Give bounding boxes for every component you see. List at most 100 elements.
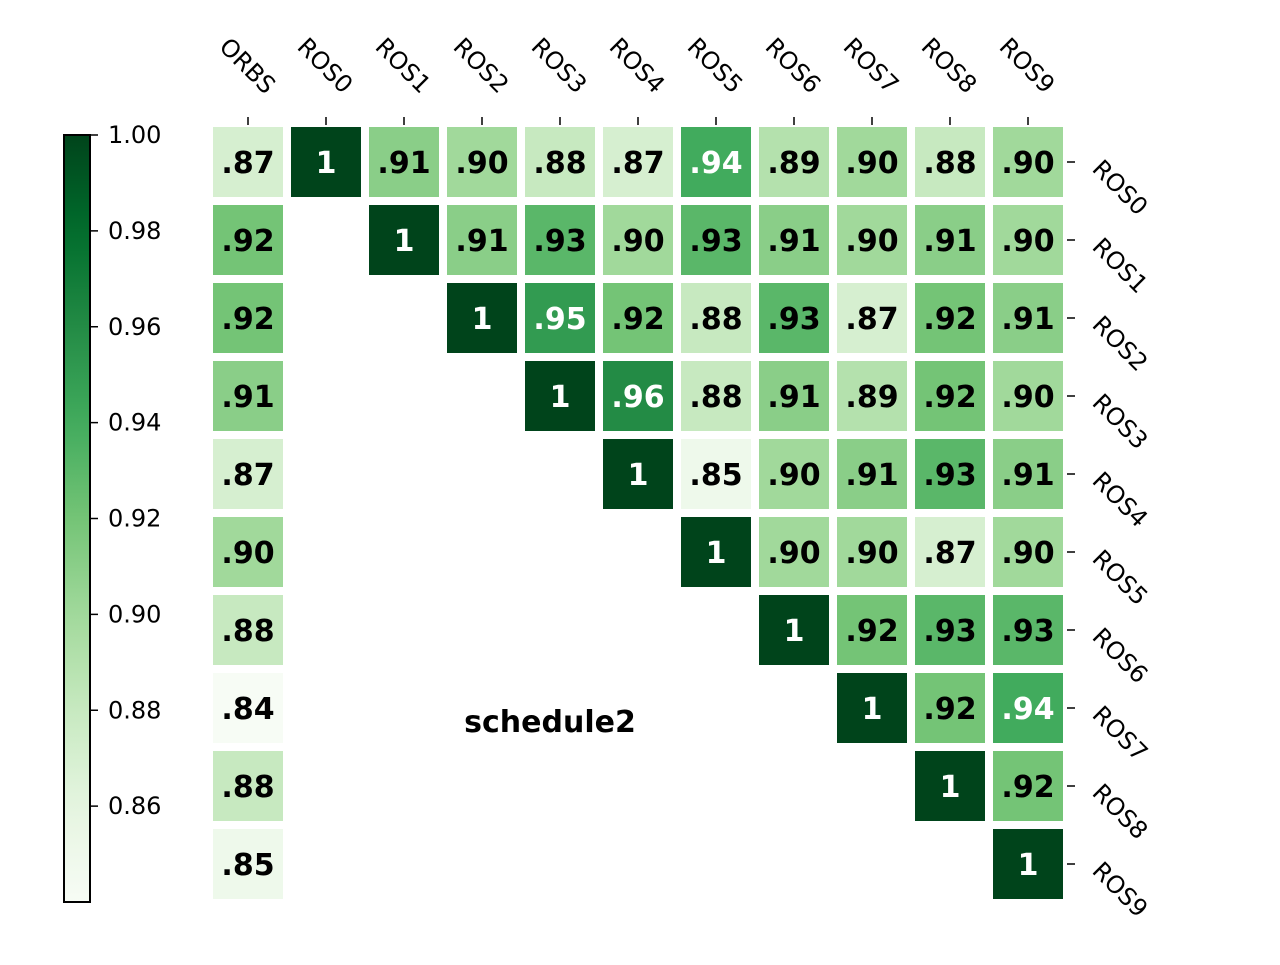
heatmap-cell <box>837 439 907 509</box>
heatmap-cell <box>213 439 283 509</box>
heatmap-cell <box>681 205 751 275</box>
heatmap-cell <box>915 283 985 353</box>
heatmap-cell <box>993 829 1063 899</box>
heatmap-cell <box>915 673 985 743</box>
cell-value-label: 1 <box>706 536 727 571</box>
column-label: ROS3 <box>526 32 593 99</box>
heatmap-cell <box>681 361 751 431</box>
cell-value-label: .94 <box>689 146 742 181</box>
cell-value-label: 1 <box>862 692 883 727</box>
cell-value-label: .90 <box>767 536 820 571</box>
column-label: ROS7 <box>838 32 905 99</box>
column-label: ROS8 <box>916 32 983 99</box>
heatmap-cell <box>603 361 673 431</box>
cell-value-label: .87 <box>923 536 976 571</box>
column-labels: ORBS ROS0 ROS1 ROS2 ROS3 ROS4 ROS5 ROS6 ROS7 ROS8… <box>214 32 1060 125</box>
cell-value-label: .87 <box>221 458 274 493</box>
heatmap-cell <box>993 205 1063 275</box>
cell-value-label: 1 <box>472 302 493 337</box>
heatmap-cells: .87 1 .91 .90 .88 .87 .94 .89 .90 .88 .90 .92 1 .91 .9… <box>213 127 1063 899</box>
cell-value-label: .93 <box>689 224 742 259</box>
heatmap-cell <box>213 829 283 899</box>
cell-value-label: 1 <box>784 614 805 649</box>
cell-value-label: .88 <box>533 146 586 181</box>
column-label: ROS0 <box>292 32 359 99</box>
heatmap-cell <box>993 361 1063 431</box>
column-label: ROS5 <box>682 32 749 99</box>
heatmap-cell <box>837 283 907 353</box>
cell-value-label: .88 <box>923 146 976 181</box>
heatmap-cell <box>681 517 751 587</box>
row-label: ROS8 <box>1087 778 1154 845</box>
cell-value-label: .92 <box>611 302 664 337</box>
cell-value-label: 1 <box>1018 848 1039 883</box>
cell-value-label: .91 <box>455 224 508 259</box>
cell-value-label: .88 <box>689 302 742 337</box>
heatmap-cell <box>993 751 1063 821</box>
heatmap-cell <box>525 127 595 197</box>
cell-value-label: .90 <box>1001 536 1054 571</box>
colorbar-tick-label: 0.88 <box>108 696 161 724</box>
row-label: ROS5 <box>1087 544 1154 611</box>
cell-value-label: .90 <box>611 224 664 259</box>
cell-value-label: .88 <box>221 614 274 649</box>
cell-value-label: .93 <box>1001 614 1054 649</box>
cell-value-label: .85 <box>689 458 742 493</box>
heatmap-cell <box>525 283 595 353</box>
heatmap-cell <box>213 751 283 821</box>
cell-value-label: 1 <box>550 380 571 415</box>
cell-value-label: .91 <box>923 224 976 259</box>
cell-value-label: .93 <box>923 614 976 649</box>
cell-value-label: .91 <box>1001 302 1054 337</box>
cell-value-label: 1 <box>940 770 961 805</box>
heatmap-cell <box>291 127 361 197</box>
heatmap-cell <box>759 517 829 587</box>
cell-value-label: .90 <box>845 536 898 571</box>
heatmap-cell <box>603 127 673 197</box>
heatmap-cell <box>447 205 517 275</box>
heatmap-cell <box>837 361 907 431</box>
heatmap-cell <box>681 283 751 353</box>
heatmap-cell <box>213 361 283 431</box>
cell-value-label: .91 <box>845 458 898 493</box>
cell-value-label: .91 <box>377 146 430 181</box>
row-label: ROS4 <box>1087 466 1154 533</box>
cell-value-label: .87 <box>845 302 898 337</box>
cell-value-label: .92 <box>923 380 976 415</box>
cell-value-label: .89 <box>845 380 898 415</box>
chart-title: schedule2 <box>464 705 636 740</box>
colorbar-gradient <box>63 134 91 903</box>
cell-value-label: .92 <box>1001 770 1054 805</box>
cell-value-label: 1 <box>394 224 415 259</box>
cell-value-label: .93 <box>767 302 820 337</box>
heatmap-cell <box>837 205 907 275</box>
cell-value-label: .89 <box>767 146 820 181</box>
cell-value-label: .91 <box>1001 458 1054 493</box>
cell-value-label: .90 <box>845 224 898 259</box>
heatmap-cell <box>369 205 439 275</box>
row-label: ROS1 <box>1087 232 1154 299</box>
cell-value-label: .95 <box>533 302 586 337</box>
heatmap-cell <box>369 127 439 197</box>
heatmap-cell <box>213 517 283 587</box>
cell-value-label: .90 <box>1001 146 1054 181</box>
heatmap-cell <box>915 595 985 665</box>
heatmap-cell <box>993 439 1063 509</box>
column-label: ORBS <box>214 32 281 99</box>
row-label: ROS0 <box>1087 154 1154 221</box>
cell-value-label: .92 <box>923 302 976 337</box>
heatmap-cell <box>213 283 283 353</box>
heatmap-cell <box>213 673 283 743</box>
colorbar-tick-label: 0.96 <box>108 313 161 341</box>
heatmap-cell <box>603 439 673 509</box>
cell-value-label: .96 <box>611 380 664 415</box>
cell-value-label: 1 <box>316 146 337 181</box>
row-label: ROS9 <box>1087 856 1154 923</box>
cell-value-label: .87 <box>221 146 274 181</box>
heatmap-cell <box>993 595 1063 665</box>
heatmap-cell <box>759 283 829 353</box>
colorbar-tick-label: 0.86 <box>108 792 161 820</box>
colorbar-tick-label: 0.90 <box>108 600 161 628</box>
